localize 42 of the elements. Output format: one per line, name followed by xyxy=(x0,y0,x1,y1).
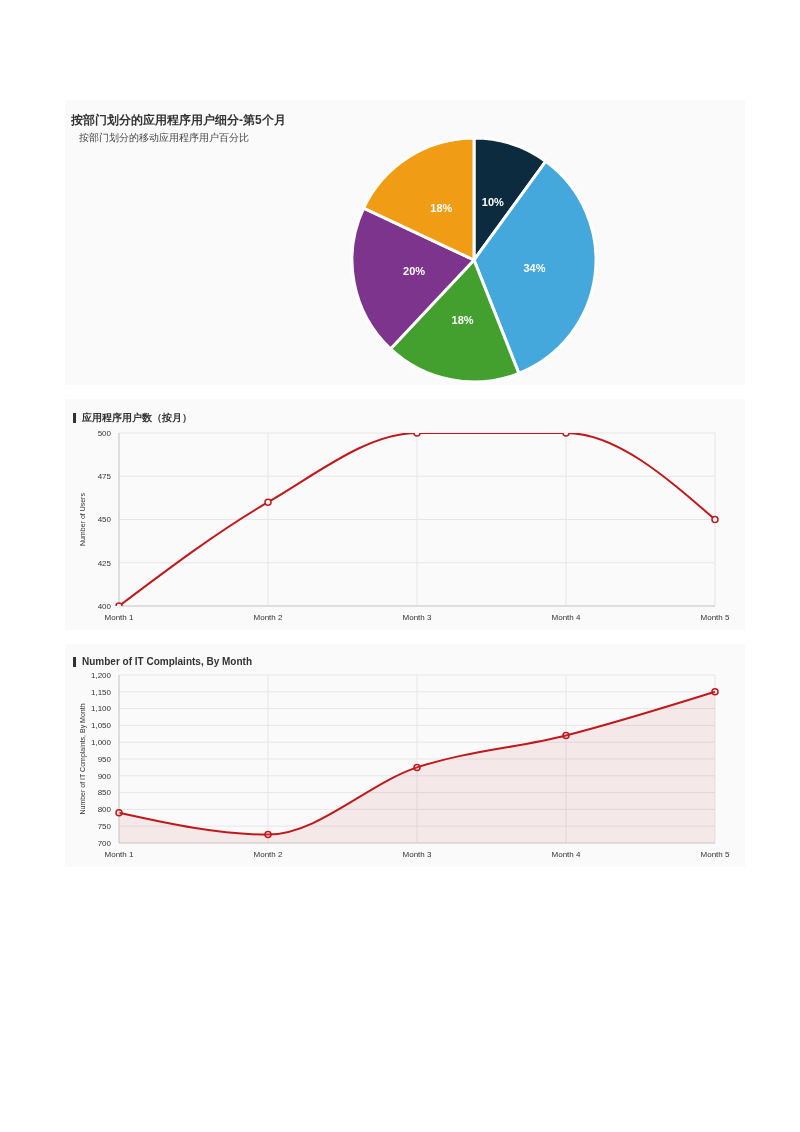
y-tick-label: 950 xyxy=(97,754,112,764)
x-tick-label: Month 2 xyxy=(253,849,283,859)
y-tick-label: 750 xyxy=(97,822,112,832)
chart-title: Number of IT Complaints, By Month xyxy=(81,655,253,667)
y-tick-label: 1,100 xyxy=(90,704,112,714)
point xyxy=(115,809,123,817)
y-tick-label: 900 xyxy=(97,771,112,781)
y-tick-label: 400 xyxy=(97,601,112,611)
y-tick-label: 1,000 xyxy=(90,738,112,748)
data-label: 10% xyxy=(481,195,505,208)
x-tick-label: Month 1 xyxy=(104,612,134,622)
text: 按部门划分的应用程序用户细分-第5个月 xyxy=(70,112,287,129)
text: 按部门划分的移动应用程序用户百分比 xyxy=(78,131,250,145)
x-tick-label: Month 5 xyxy=(700,849,730,859)
y-tick-label: 800 xyxy=(97,805,112,815)
y-tick-label: 1,050 xyxy=(90,721,112,731)
y-tick-label: 700 xyxy=(97,838,112,848)
y-tick-label: 500 xyxy=(97,428,112,438)
x-tick-label: Month 3 xyxy=(402,612,432,622)
point xyxy=(264,830,272,839)
point xyxy=(264,498,272,506)
x-tick-label: Month 3 xyxy=(402,849,432,859)
x-tick-label: Month 4 xyxy=(551,612,581,622)
point xyxy=(711,515,719,524)
x-tick-label: Month 5 xyxy=(700,612,730,622)
y-tick-label: 1,200 xyxy=(90,670,112,680)
y-tick-label: 1,150 xyxy=(90,687,112,697)
y-tick-label: 850 xyxy=(97,788,112,798)
point xyxy=(562,731,570,740)
point xyxy=(413,763,421,772)
y-tick-label: 475 xyxy=(97,472,112,482)
data-label: 18% xyxy=(430,202,453,215)
x-tick-label: Month 2 xyxy=(253,612,283,622)
data-label: 18% xyxy=(451,313,474,326)
y-tick-label: 425 xyxy=(97,558,112,568)
x-tick-label: Month 1 xyxy=(104,849,134,859)
chart-title: 应用程序用户数（按月） xyxy=(81,411,193,425)
data-label: 20% xyxy=(403,265,426,278)
data-label: 34% xyxy=(523,261,546,274)
point xyxy=(711,688,719,696)
y-tick-label: 450 xyxy=(97,515,112,525)
x-tick-label: Month 4 xyxy=(551,849,581,859)
